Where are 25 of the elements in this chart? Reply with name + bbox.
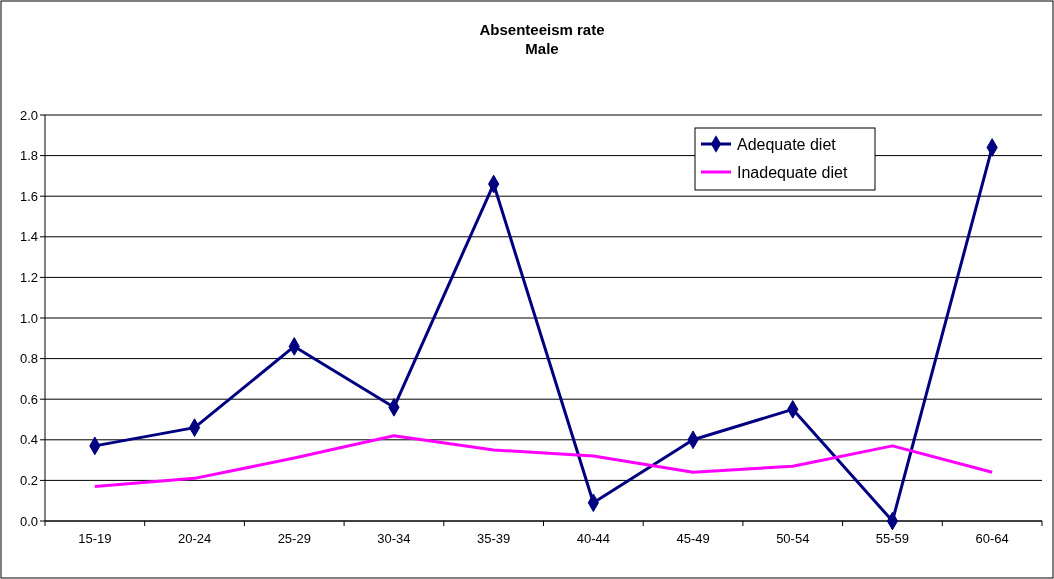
- x-tick-label: 40-44: [576, 531, 610, 546]
- x-tick-label: 20-24: [177, 531, 212, 546]
- x-tick-label: 55-59: [875, 531, 910, 546]
- y-tick-label: 0.2: [19, 472, 38, 488]
- y-tick-label: 1.6: [19, 188, 38, 204]
- y-tick-label: 1.8: [19, 148, 38, 164]
- x-tick-label: 25-29: [277, 531, 311, 546]
- x-tick-label: 30-34: [377, 531, 411, 546]
- line-series: [93, 434, 994, 488]
- y-tick-label: 0.4: [19, 432, 38, 448]
- legend-label: Adequate diet: [737, 135, 837, 153]
- x-tick-label: 15-19: [78, 531, 112, 546]
- y-tick-label: 1.4: [19, 229, 38, 245]
- y-tick-label: 1.0: [19, 310, 38, 326]
- legend-label: Inadequate diet: [737, 163, 848, 181]
- x-tick-label: 50-54: [776, 531, 810, 546]
- x-tick-label: 60-64: [975, 531, 1009, 546]
- y-tick-label: 0.8: [19, 351, 38, 367]
- x-tick-label: 45-49: [676, 531, 710, 546]
- x-tick-label: 35-39: [477, 531, 511, 546]
- chart-title: Absenteeism rate Male: [479, 21, 605, 57]
- y-tick-label: 0.0: [19, 513, 38, 529]
- y-tick-label: 0.6: [19, 391, 38, 407]
- y-tick-label: 2.0: [19, 107, 38, 123]
- y-tick-label: 1.2: [19, 269, 38, 285]
